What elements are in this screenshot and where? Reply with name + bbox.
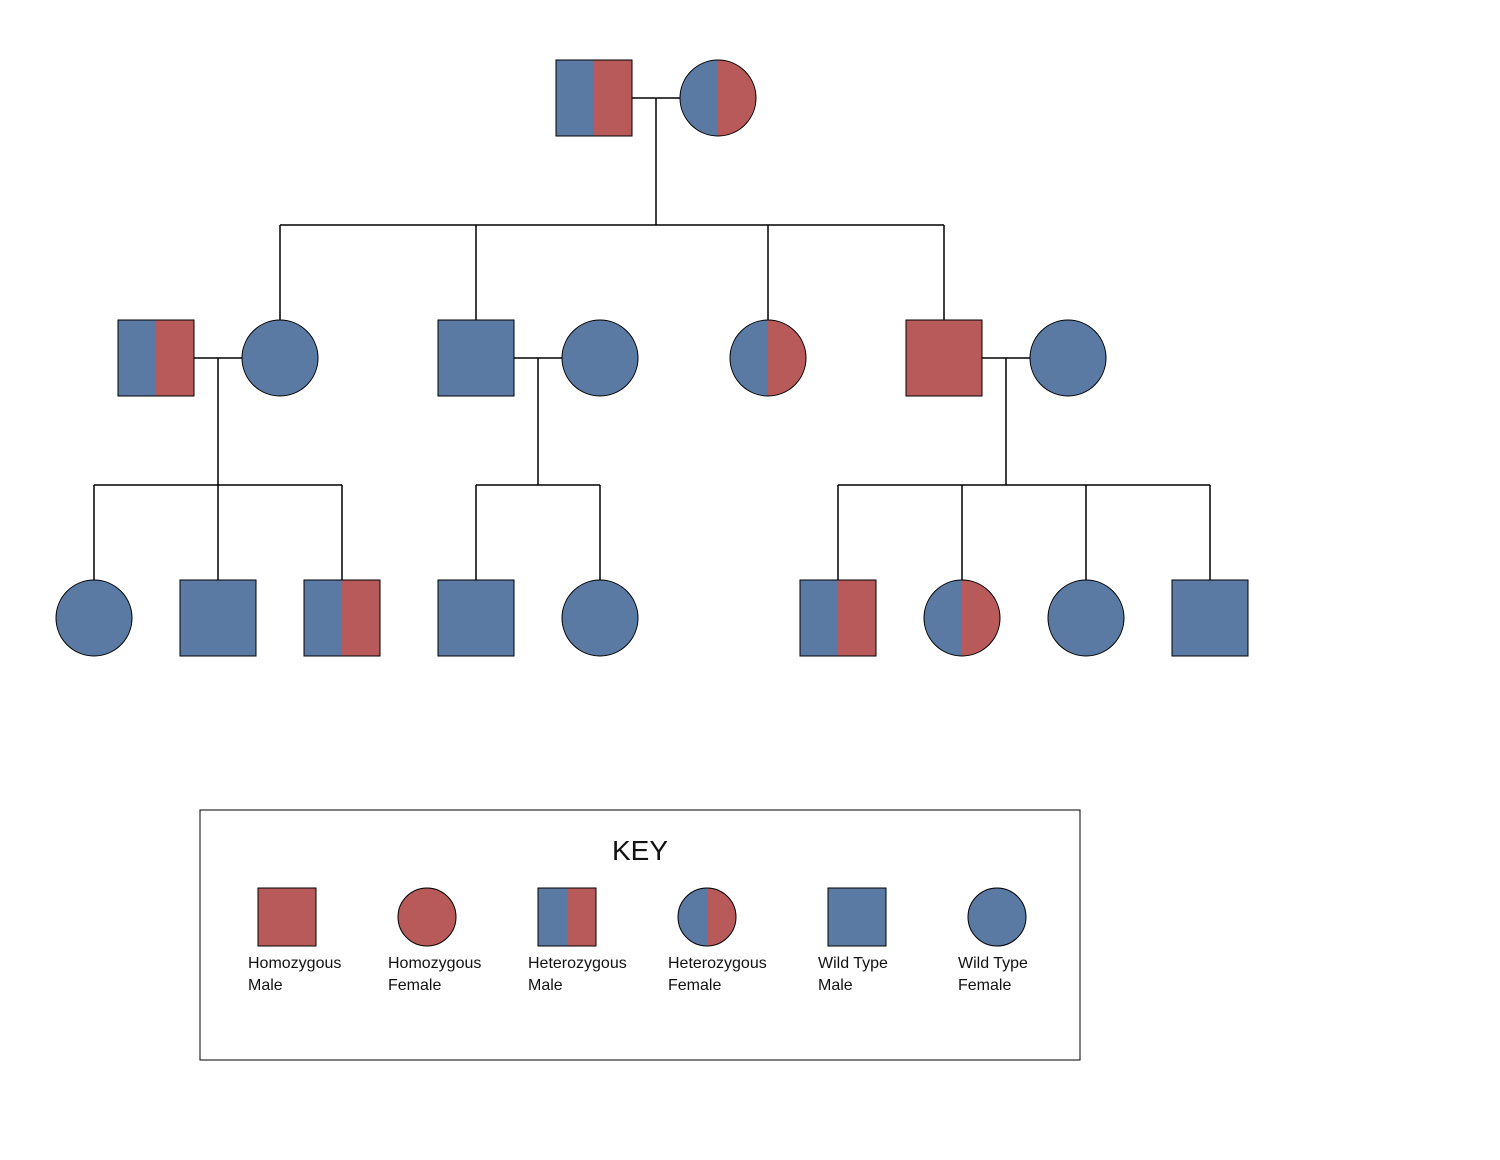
individual-g2-3-f (730, 320, 806, 396)
individual-g2-2-m (438, 320, 514, 396)
legend-label: Wild Type (818, 955, 888, 972)
individual-g1-mother (680, 60, 756, 136)
legend-label: Female (958, 977, 1011, 994)
individual-g3-2-1 (438, 580, 514, 656)
legend-label: Male (248, 977, 283, 994)
legend: KEY Homozygous Male Homozygous Female Heteroz… (200, 810, 1080, 1060)
legend-label: Wild Type (958, 955, 1028, 972)
legend-symbol-2 (538, 888, 596, 946)
individual-g3-4-1 (800, 580, 876, 656)
legend-label: Heterozygous (668, 955, 767, 972)
legend-label: Homozygous (248, 955, 341, 972)
legend-label: Heterozygous (528, 955, 627, 972)
individual-g2-1-f (242, 320, 318, 396)
individual-g3-4-3 (1048, 580, 1124, 656)
legend-symbol-1 (398, 888, 456, 946)
individual-g3-4-4 (1172, 580, 1248, 656)
pedigree-diagram: KEY Homozygous Male Homozygous Female Heteroz… (0, 0, 1500, 1160)
individual-g3-2-2 (562, 580, 638, 656)
legend-title: KEY (612, 835, 668, 866)
legend-symbol-5 (968, 888, 1026, 946)
legend-label: Male (528, 977, 563, 994)
legend-symbol-0 (258, 888, 316, 946)
individual-g2-2-f (562, 320, 638, 396)
individual-g3-1-1 (56, 580, 132, 656)
legend-symbol-4 (828, 888, 886, 946)
individual-g1-father (556, 60, 632, 136)
legend-label: Male (818, 977, 853, 994)
individual-g3-1-2 (180, 580, 256, 656)
legend-symbol-3 (678, 888, 736, 946)
individual-g2-1-m (118, 320, 194, 396)
legend-label: Female (668, 977, 721, 994)
individual-g2-4-m (906, 320, 982, 396)
legend-label: Homozygous (388, 955, 481, 972)
individual-g3-1-3 (304, 580, 380, 656)
legend-label: Female (388, 977, 441, 994)
individual-g3-4-2 (924, 580, 1000, 656)
individual-g2-4-f (1030, 320, 1106, 396)
